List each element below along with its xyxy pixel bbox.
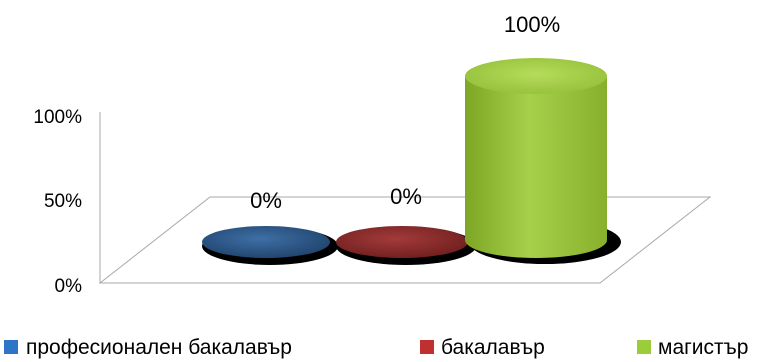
legend: професионален бакалавър бакалавър магист… [4, 336, 748, 359]
legend-swatch [637, 340, 651, 354]
data-labels: 0% 0% 100% [250, 12, 560, 213]
y-axis: 100% 50% 0% [33, 107, 82, 297]
bar-prof-bachelor [202, 226, 338, 265]
bars [202, 58, 621, 265]
floor [98, 196, 712, 284]
data-label: 100% [504, 12, 560, 37]
data-label: 0% [390, 184, 422, 209]
bar-top [465, 58, 607, 94]
y-tick-label: 50% [44, 191, 82, 212]
bar-master [465, 58, 621, 264]
legend-item: професионален бакалавър [4, 336, 292, 359]
bar-bachelor [336, 226, 476, 265]
legend-item: магистър [637, 336, 748, 359]
y-tick-label: 100% [33, 107, 82, 128]
legend-label: магистър [658, 336, 748, 359]
legend-item: бакалавър [420, 336, 545, 359]
legend-swatch [420, 340, 434, 354]
bar-body [465, 76, 607, 258]
legend-label: бакалавър [441, 336, 545, 359]
bar-top [202, 226, 330, 258]
data-label: 0% [250, 188, 282, 213]
y-tick-label: 0% [55, 276, 83, 297]
bar-top [336, 226, 468, 258]
legend-label: професионален бакалавър [26, 336, 292, 359]
legend-swatch [4, 340, 18, 354]
plot-frame [98, 112, 712, 284]
